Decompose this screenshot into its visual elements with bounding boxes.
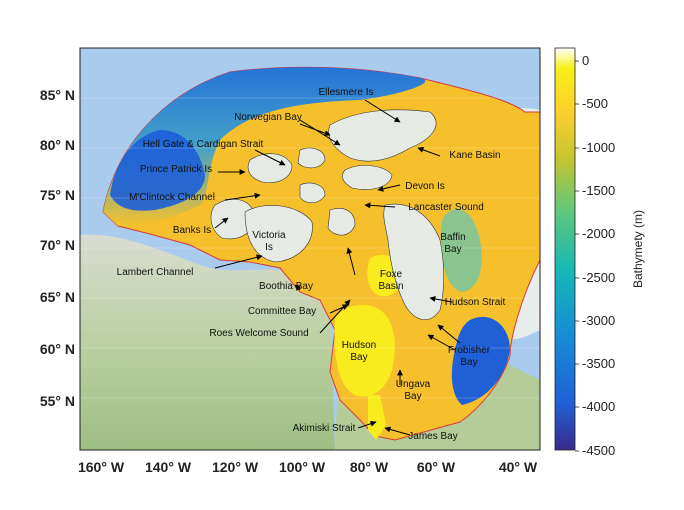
label-arrow <box>417 147 441 157</box>
map-label: Frobisher Bay <box>448 345 491 368</box>
label-arrow <box>214 254 263 269</box>
map-panel <box>80 48 540 450</box>
hudson-bay-water <box>334 304 395 397</box>
colorbar-tick-label: -4000 <box>582 399 615 414</box>
lat-tick-label: 55° N <box>40 393 75 409</box>
baffin-deep <box>440 209 482 292</box>
lat-tick-label: 80° N <box>40 137 75 153</box>
colorbar-tick-label: -2500 <box>582 270 615 285</box>
colorbar-tick-label: -3000 <box>582 313 615 328</box>
map-label: Ungava Bay <box>396 379 431 402</box>
colorbar-tick-label: -3500 <box>582 356 615 371</box>
map-label: Ellesmere Is <box>318 87 373 98</box>
label-arrow <box>214 217 229 229</box>
map-label: Roes Welcome Sound <box>209 328 308 339</box>
map-label: Victoria Is <box>252 230 286 253</box>
label-arrow <box>294 284 301 291</box>
map-label: Prince Patrick Is <box>140 164 212 175</box>
lon-tick-label: 160° W <box>78 459 125 475</box>
map-label: Akimiski Strait <box>293 423 356 434</box>
label-arrow <box>364 99 401 123</box>
colorbar-ticks: 0 -500 -1000 -1500 -2000 -2500 -3000 -3500 -4000… <box>575 53 615 458</box>
map-labels: Ellesmere Is Norwegian Bay Hell Gate & Car… <box>117 87 506 442</box>
lon-tick-label: 80° W <box>350 459 389 475</box>
beaufort-deep <box>110 130 205 211</box>
colorbar-tick-label: 0 <box>582 53 589 68</box>
map-arrows <box>214 99 461 436</box>
colorbar-tick-label: -500 <box>582 96 608 111</box>
longitude-ticks: 160° W 140° W 120° W 100° W 80° W 60° W 40° W <box>78 459 538 475</box>
label-arrow <box>427 334 456 351</box>
lat-tick-label: 70° N <box>40 237 75 253</box>
map-label: Boothia Bay <box>259 281 313 292</box>
colorbar-tick-label: -1500 <box>582 183 615 198</box>
james-bay-water <box>368 395 386 440</box>
map-label: Lancaster Sound <box>408 202 484 213</box>
map-label: Foxe Basin <box>378 269 403 292</box>
map-label: M'Clintock Channel <box>129 192 215 203</box>
map-label: Banks Is <box>173 225 211 236</box>
lon-tick-label: 100° W <box>279 459 326 475</box>
continent-land <box>80 234 335 450</box>
colorbar <box>554 47 576 451</box>
map-label: Hell Gate & Cardigan Strait <box>143 139 264 150</box>
label-arrow <box>346 247 356 276</box>
map-label: Baffin Bay <box>440 232 465 255</box>
lon-tick-label: 60° W <box>417 459 456 475</box>
label-arrow <box>429 296 453 303</box>
label-arrow <box>299 119 341 146</box>
lon-tick-label: 140° W <box>145 459 192 475</box>
colorbar-tick-label: -4500 <box>582 443 615 458</box>
label-arrow <box>254 149 286 166</box>
lat-tick-label: 60° N <box>40 341 75 357</box>
map-label: Hudson Strait <box>445 297 506 308</box>
map-label: Lambert Channel <box>117 267 194 278</box>
lat-tick-label: 85° N <box>40 87 75 103</box>
map-label: Norwegian Bay <box>234 112 302 123</box>
arctic-islands <box>210 109 445 320</box>
map-label: Devon Is <box>405 181 444 192</box>
label-arrow <box>377 184 401 192</box>
label-arrow <box>384 426 411 436</box>
label-arrow <box>319 299 351 334</box>
label-arrow <box>329 304 349 314</box>
map-label: James Bay <box>408 431 457 442</box>
label-arrow <box>224 192 261 201</box>
colorbar-tick-label: -1000 <box>582 140 615 155</box>
colorbar-tick-label: -2000 <box>582 226 615 241</box>
lat-tick-label: 65° N <box>40 289 75 305</box>
map-label: Kane Basin <box>449 150 500 161</box>
map-label: Hudson Bay <box>342 340 376 363</box>
colorbar-title: Bathymety (m) <box>631 210 645 288</box>
lon-tick-label: 120° W <box>212 459 259 475</box>
lat-tick-label: 75° N <box>40 187 75 203</box>
label-arrow <box>364 202 396 209</box>
map-label: Committee Bay <box>248 306 316 317</box>
label-arrow <box>357 420 377 429</box>
map-frame <box>79 47 541 451</box>
graticule <box>80 97 540 399</box>
lon-tick-label: 40° W <box>499 459 538 475</box>
label-arrow <box>437 324 461 344</box>
latitude-ticks: 85° N 80° N 75° N 70° N 65° N 60° N 55° N <box>40 87 75 409</box>
labrador-deep <box>451 316 510 405</box>
